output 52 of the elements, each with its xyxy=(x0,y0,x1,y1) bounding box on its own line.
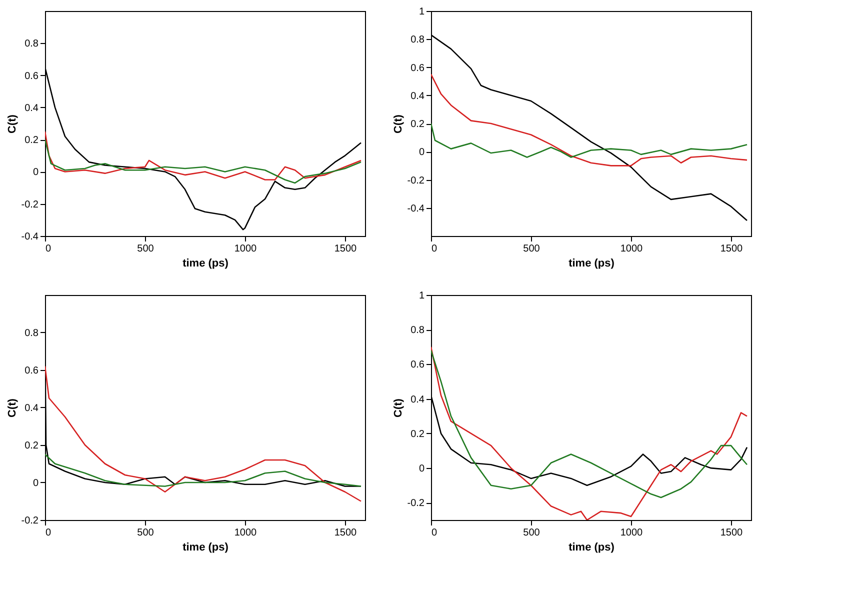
x-tick-label: 500 xyxy=(137,528,154,538)
y-tick-label: 0.4 xyxy=(24,403,39,414)
y-tick-label: 0.8 xyxy=(24,328,39,339)
y-tick-label: 1 xyxy=(418,6,425,18)
y-axis-title: C(t) xyxy=(6,114,18,134)
x-tick-label: 1000 xyxy=(620,528,644,538)
x-tick-label: 1000 xyxy=(234,244,258,254)
y-tick-label: 0.4 xyxy=(410,394,425,406)
y-tick-label: 0.6 xyxy=(410,360,425,371)
y-tick-label: 0.6 xyxy=(24,366,39,376)
y-axis-title: C(t) xyxy=(392,398,404,418)
y-tick-label: 0.2 xyxy=(410,428,425,440)
y-tick-label: 1 xyxy=(418,290,425,302)
y-tick-label: -0.2 xyxy=(21,516,39,526)
x-tick-label: 1500 xyxy=(720,244,744,254)
x-tick-label: 0 xyxy=(432,244,438,254)
y-tick-label: -0.2 xyxy=(407,498,425,510)
y-tick-label: 0 xyxy=(418,464,425,475)
y-tick-label: -0.2 xyxy=(407,175,425,186)
x-axis-title: time (ps) xyxy=(568,258,615,270)
y-axis-title: C(t) xyxy=(6,398,18,418)
y-tick-label: 0 xyxy=(418,147,425,158)
x-tick-label: 0 xyxy=(46,244,52,254)
y-tick-label: 0.2 xyxy=(24,440,39,452)
y-tick-label: 0.6 xyxy=(24,70,39,82)
x-tick-label: 1000 xyxy=(620,244,644,254)
y-tick-label: 0.4 xyxy=(24,102,39,114)
y-tick-label: -0.4 xyxy=(21,232,39,242)
y-tick-label: 0.2 xyxy=(24,135,39,146)
x-tick-label: 500 xyxy=(523,244,540,254)
x-tick-label: 1000 xyxy=(234,528,258,538)
x-tick-label: 1500 xyxy=(334,244,358,254)
x-axis-title: time (ps) xyxy=(182,542,229,554)
x-tick-label: 1500 xyxy=(334,528,358,538)
y-tick-label: 0.4 xyxy=(410,90,425,102)
y-tick-label: 0 xyxy=(32,478,39,489)
x-axis-title: time (ps) xyxy=(182,258,229,270)
y-tick-label: 0.8 xyxy=(410,325,425,336)
y-tick-label: 0.8 xyxy=(410,34,425,46)
x-tick-label: 500 xyxy=(523,528,540,538)
x-tick-label: 500 xyxy=(137,244,154,254)
x-axis-title: time (ps) xyxy=(568,542,615,554)
x-tick-label: 0 xyxy=(46,528,52,538)
y-tick-label: 0.2 xyxy=(410,119,425,130)
y-tick-label: -0.4 xyxy=(407,203,425,214)
y-axis-title: C(t) xyxy=(392,114,404,134)
y-tick-label: 0.6 xyxy=(410,62,425,74)
y-tick-label: 0.8 xyxy=(24,38,39,50)
x-tick-label: 1500 xyxy=(720,528,744,538)
y-tick-label: 0 xyxy=(32,167,39,178)
y-tick-label: -0.2 xyxy=(21,199,39,210)
x-tick-label: 0 xyxy=(432,528,438,538)
